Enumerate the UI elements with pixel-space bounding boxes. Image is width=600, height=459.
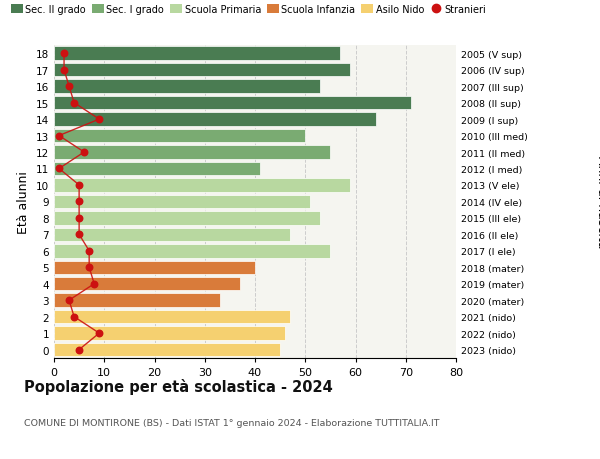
Bar xyxy=(54,327,285,340)
Text: Popolazione per età scolastica - 2024: Popolazione per età scolastica - 2024 xyxy=(24,379,333,395)
Bar xyxy=(54,195,310,209)
Bar xyxy=(54,277,240,291)
Bar xyxy=(54,228,290,241)
Bar xyxy=(54,64,350,77)
Point xyxy=(94,116,104,123)
Bar xyxy=(54,310,290,324)
Point xyxy=(64,297,74,304)
Y-axis label: Età alunni: Età alunni xyxy=(17,171,31,233)
Bar xyxy=(54,261,255,274)
Bar xyxy=(54,294,220,307)
Point xyxy=(54,133,64,140)
Bar xyxy=(54,113,376,127)
Bar xyxy=(54,97,411,110)
Point xyxy=(79,149,89,157)
Y-axis label: Anni di nascita: Anni di nascita xyxy=(595,156,600,248)
Point xyxy=(54,165,64,173)
Bar xyxy=(54,47,340,61)
Bar xyxy=(54,179,350,192)
Point xyxy=(70,100,79,107)
Point xyxy=(74,182,84,189)
Point xyxy=(74,231,84,239)
Point xyxy=(74,215,84,222)
Bar xyxy=(54,212,320,225)
Bar xyxy=(54,129,305,143)
Bar xyxy=(54,146,331,159)
Bar xyxy=(54,80,320,94)
Point xyxy=(74,198,84,206)
Point xyxy=(89,280,99,288)
Point xyxy=(85,247,94,255)
Legend: Sec. II grado, Sec. I grado, Scuola Primaria, Scuola Infanzia, Asilo Nido, Stran: Sec. II grado, Sec. I grado, Scuola Prim… xyxy=(11,5,487,15)
Bar xyxy=(54,245,331,258)
Point xyxy=(94,330,104,337)
Point xyxy=(59,67,69,74)
Point xyxy=(70,313,79,321)
Bar xyxy=(54,162,260,176)
Point xyxy=(74,346,84,353)
Point xyxy=(85,264,94,271)
Point xyxy=(64,83,74,90)
Point xyxy=(59,50,69,58)
Text: COMUNE DI MONTIRONE (BS) - Dati ISTAT 1° gennaio 2024 - Elaborazione TUTTITALIA.: COMUNE DI MONTIRONE (BS) - Dati ISTAT 1°… xyxy=(24,418,439,427)
Bar xyxy=(54,343,280,357)
